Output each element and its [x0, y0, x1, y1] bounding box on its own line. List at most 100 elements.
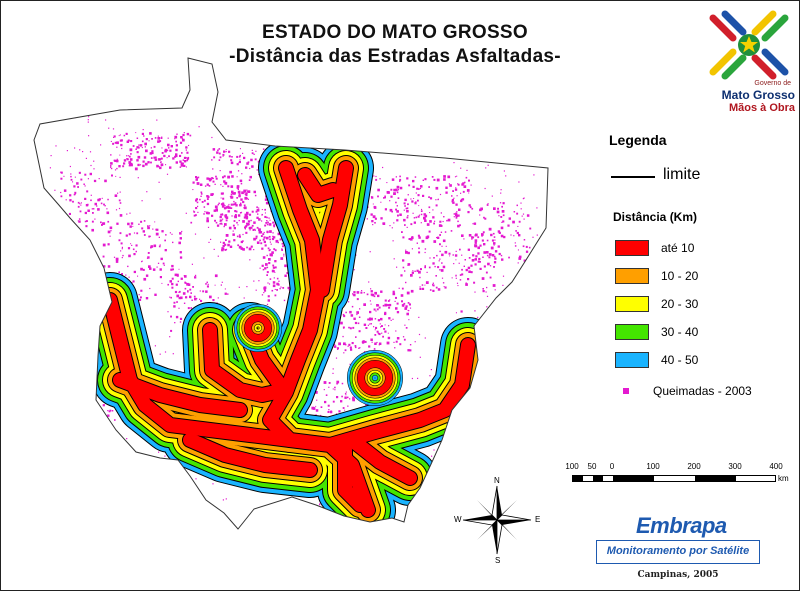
- fire-point: [399, 180, 401, 182]
- legend-swatch: [615, 352, 649, 368]
- fire-point: [477, 260, 480, 263]
- fire-point: [225, 239, 227, 241]
- fire-point: [238, 194, 241, 198]
- fire-point: [414, 202, 417, 205]
- fire-point: [143, 277, 147, 281]
- fire-point: [182, 138, 185, 142]
- fire-point: [160, 500, 162, 502]
- fire-point: [232, 192, 234, 194]
- fire-point: [512, 220, 515, 224]
- fire-point: [460, 198, 463, 200]
- fire-point: [513, 211, 516, 213]
- fire-point: [393, 192, 396, 195]
- fire-point: [199, 198, 201, 201]
- fire-point: [238, 156, 241, 158]
- fire-point: [504, 141, 506, 143]
- fire-point: [145, 274, 149, 277]
- fire-point: [461, 198, 465, 201]
- fire-point: [438, 260, 440, 262]
- fire-point: [422, 194, 425, 197]
- fire-point: [138, 294, 140, 296]
- fire-point: [89, 172, 92, 176]
- fire-point: [172, 157, 175, 160]
- fire-point: [451, 200, 454, 203]
- fire-point: [268, 262, 271, 265]
- fire-point: [397, 214, 399, 217]
- fire-point: [471, 259, 475, 262]
- fire-point: [349, 310, 352, 314]
- fire-point: [180, 296, 183, 300]
- fire-point: [457, 224, 460, 228]
- fire-point: [443, 175, 446, 178]
- fire-point: [389, 200, 391, 202]
- scale-bar-graphic: [572, 475, 776, 482]
- fire-point: [501, 221, 503, 223]
- fire-point: [137, 275, 139, 277]
- fire-point: [110, 165, 112, 167]
- fire-point: [474, 241, 477, 244]
- fire-point: [185, 157, 188, 159]
- fire-point: [222, 185, 224, 187]
- fire-point: [221, 205, 225, 208]
- fire-point: [89, 151, 92, 153]
- fire-point: [252, 228, 255, 231]
- fire-point: [100, 144, 102, 146]
- fire-point: [128, 155, 131, 158]
- fire-point: [506, 351, 509, 355]
- fire-point: [156, 119, 158, 121]
- fire-point: [463, 265, 465, 267]
- fire-point: [149, 267, 152, 270]
- fire-point: [228, 126, 230, 128]
- fire-point: [433, 222, 435, 225]
- scale-tick: 50: [587, 462, 597, 471]
- fire-point: [228, 110, 230, 113]
- fire-point: [363, 303, 366, 306]
- fire-point: [518, 257, 522, 260]
- fire-point: [130, 222, 134, 225]
- fire-point: [182, 159, 185, 161]
- fire-point: [221, 281, 223, 283]
- fire-point: [75, 421, 77, 423]
- fire-point: [411, 248, 413, 250]
- fire-point: [272, 266, 275, 269]
- compass-rose-icon: [462, 485, 532, 555]
- fire-point: [78, 220, 81, 223]
- fire-point: [215, 177, 218, 180]
- fire-point: [518, 327, 520, 329]
- fire-point: [251, 152, 254, 155]
- fire-point: [367, 206, 369, 208]
- fire-point: [343, 315, 346, 318]
- fire-point: [217, 255, 219, 257]
- fire-point: [238, 219, 240, 222]
- fire-point: [386, 182, 388, 184]
- fire-point: [495, 352, 499, 355]
- fire-point: [513, 235, 515, 237]
- fire-point: [223, 207, 227, 210]
- fire-point: [220, 213, 222, 216]
- fire-point: [107, 265, 111, 268]
- fire-point: [412, 185, 415, 188]
- road-buffer-band: [345, 433, 417, 485]
- fire-point: [397, 122, 399, 125]
- fire-point: [260, 242, 263, 245]
- fire-point: [267, 299, 270, 302]
- fire-point: [277, 232, 280, 236]
- fire-point: [384, 312, 387, 316]
- fire-point: [266, 254, 268, 257]
- fire-point: [185, 282, 187, 284]
- fire-point: [498, 462, 500, 464]
- fire-point: [249, 213, 252, 216]
- fire-point: [516, 212, 519, 215]
- fire-point: [486, 204, 489, 206]
- fire-point: [255, 210, 258, 213]
- fire-point: [516, 204, 518, 207]
- fire-point: [223, 180, 226, 183]
- scale-tick: 300: [728, 462, 742, 471]
- fire-point: [455, 187, 457, 189]
- fire-point: [370, 290, 373, 293]
- fire-point: [522, 303, 524, 305]
- fire-point: [119, 134, 121, 136]
- fire-point: [460, 192, 462, 194]
- fire-point: [241, 211, 243, 213]
- fire-point: [245, 217, 249, 220]
